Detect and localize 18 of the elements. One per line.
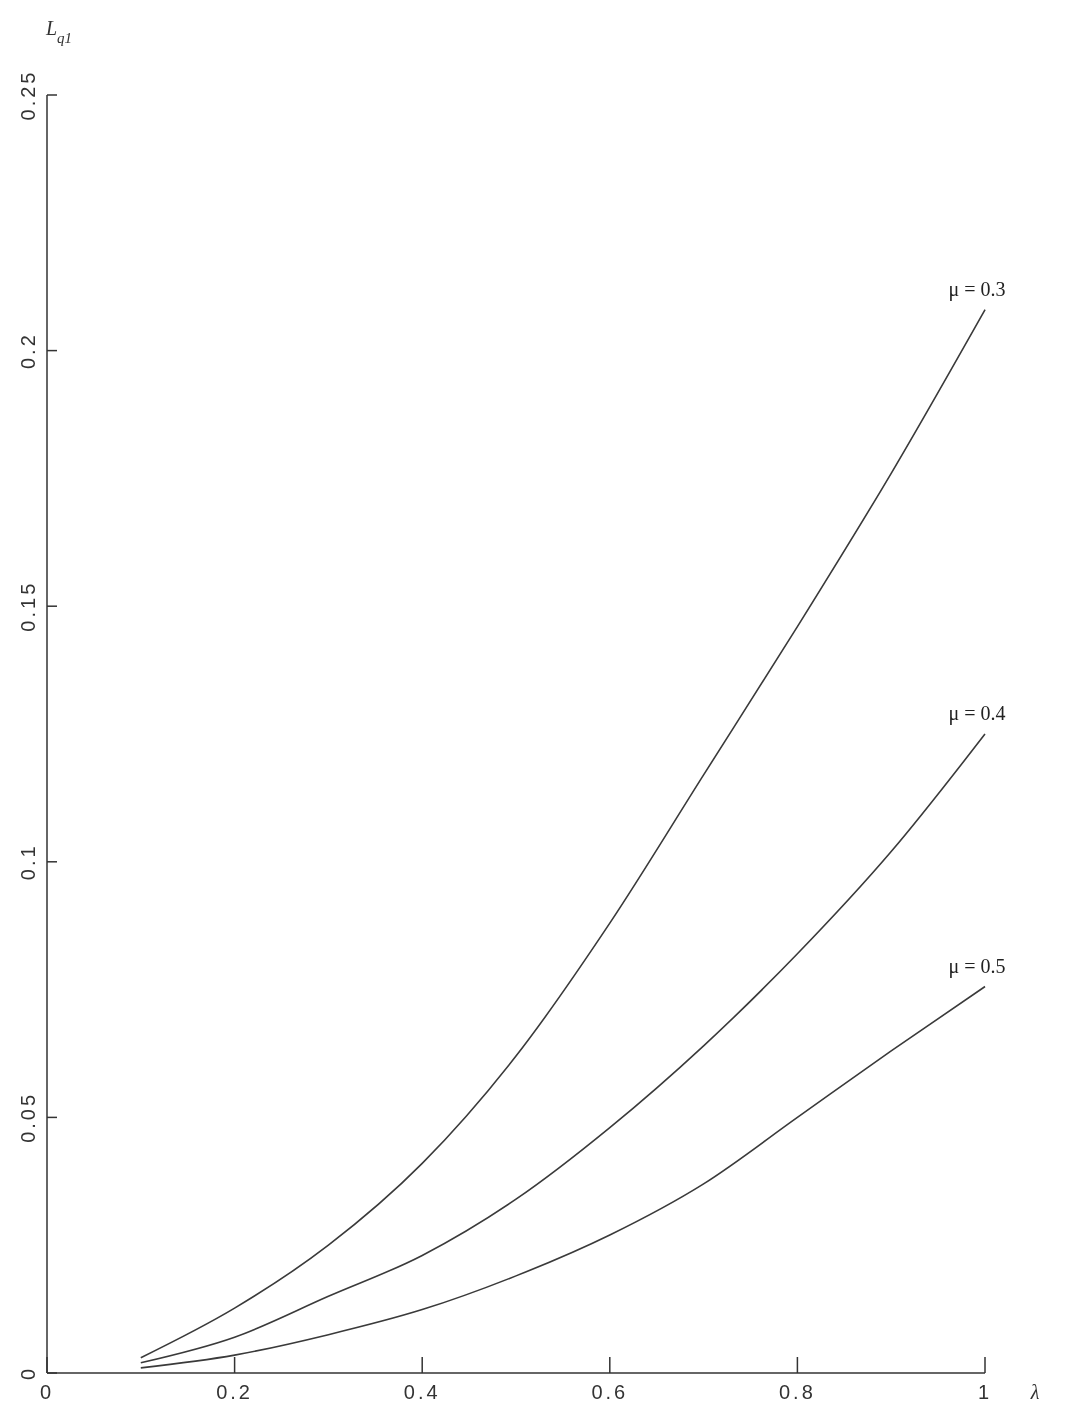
- y-tick-label: 0.25: [17, 69, 39, 121]
- x-tick-label: 0.2: [216, 1381, 254, 1403]
- x-tick-label: 0.6: [591, 1381, 629, 1403]
- y-tick-label: 0.1: [17, 843, 39, 881]
- series-label: μ = 0.5: [948, 954, 1006, 978]
- series-label: μ = 0.3: [948, 277, 1006, 301]
- line-series: [140, 985, 986, 1369]
- y-axis-title: L$_{q1}$: [44, 17, 73, 46]
- y-tick-label: 0.15: [17, 580, 39, 632]
- x-axis-title: λ: [1029, 1381, 1040, 1403]
- y-tick-label: 0.05: [17, 1091, 39, 1143]
- series-label: μ = 0.4: [948, 702, 1006, 725]
- x-tick-label: 0: [39, 1381, 55, 1403]
- y-tick-label: 0: [17, 1365, 39, 1381]
- x-tick-label: 0.4: [403, 1381, 441, 1403]
- x-tick-label: 1: [977, 1381, 993, 1403]
- y-tick-label: 0.2: [17, 332, 39, 370]
- x-tick-label: 0.8: [778, 1381, 816, 1403]
